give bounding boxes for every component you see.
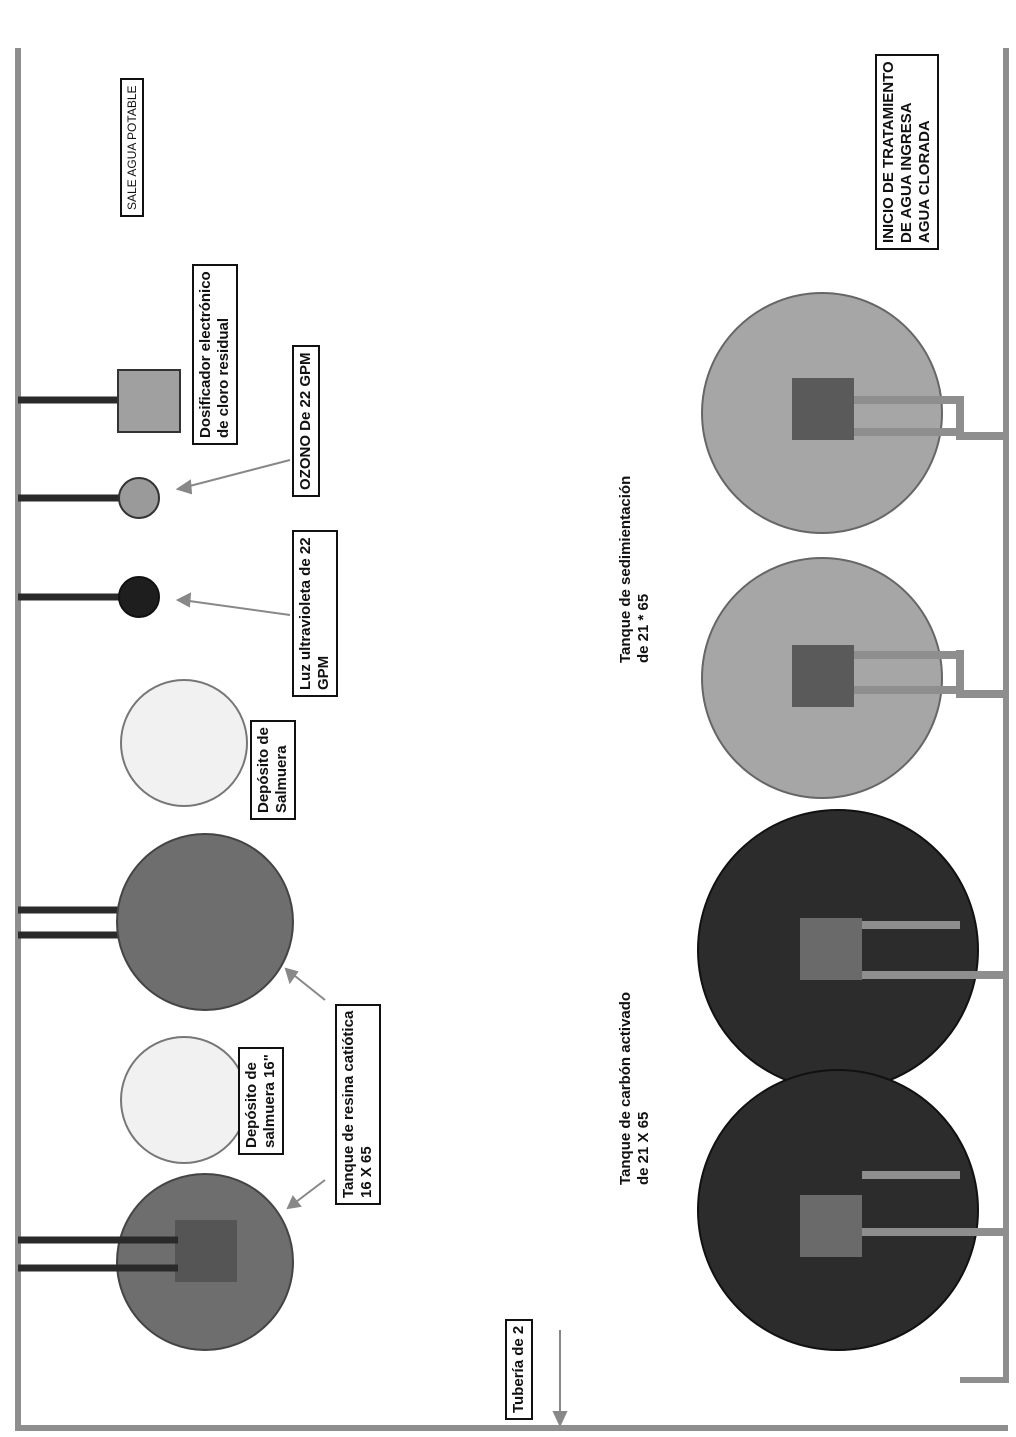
sediment-tank-2-head [792,645,854,707]
label-resina-line1: Tanque de resina catiótica [340,1010,357,1198]
label-ozono-line1: OZONO De 22 GPM [297,352,314,490]
tank-head-pipes [854,396,1006,1236]
right-inlet-pipe [960,48,1009,1383]
label-dosificador-line2: de cloro residual [215,317,232,438]
resin-tank-2-risers [18,1236,178,1272]
label-carbon: Tanque de carbón activado de 21 X 65 [612,985,658,1192]
label-inicio-line1: INICIO DE TRATAMIENTO [880,61,897,243]
label-dosificador: Dosificador electrónico de cloro residua… [192,264,238,445]
pointer-arrows [175,459,568,1428]
label-sale-agua: SALE AGUA POTABLE [120,78,145,217]
uv-unit [118,576,160,618]
label-salmuera-2: Depósito de salmuera 16" [238,1047,284,1155]
brine-tank-1 [120,679,248,807]
label-carbon-line1: Tanque de carbón activado [617,991,634,1185]
label-salmuera-1: Depósito de Salmuera [250,720,296,820]
label-ozono: OZONO De 22 GPM [292,345,320,497]
label-uv-line1: Luz ultravioleta de 22 [297,537,314,690]
label-inicio-tratamiento: INICIO DE TRATAMIENTO DE AGUA INGRESA AG… [875,54,939,250]
label-salmuera2-line1: Depósito de [243,1062,260,1148]
left-main-pipe [15,48,1008,1431]
label-resina-line2: 16 X 65 [358,1146,375,1198]
label-tuberia: Tubería de 2 [505,1318,533,1420]
label-salmuera1-line1: Depósito de [255,727,272,813]
label-sedimentacion-line2: de 21 * 65 [635,593,652,663]
label-sedimentacion-line1: Tanque de sedimientación [617,475,634,663]
brine-tank-2 [120,1036,248,1164]
label-uv-line2: GPM [315,655,332,690]
label-sale-agua-line1: SALE AGUA POTABLE [125,85,139,211]
label-salmuera1-line2: Salmuera [273,745,290,813]
ozone-unit [118,477,160,519]
label-uv: Luz ultravioleta de 22 GPM [292,530,338,697]
label-inicio-line3: AGUA CLORADA [916,120,933,243]
label-carbon-line2: de 21 X 65 [635,1111,652,1185]
label-dosificador-line1: Dosificador electrónico [197,271,214,438]
label-resina: Tanque de resina catiótica 16 X 65 [335,1003,381,1205]
carbon-tank-2-head [800,1195,862,1257]
pipe-network [15,48,1009,1431]
label-salmuera2-line2: salmuera 16" [261,1054,278,1148]
sediment-tank-1-head [792,378,854,440]
label-inicio-line2: DE AGUA INGRESA [898,102,915,243]
label-sedimentacion: Tanque de sedimientación de 21 * 65 [612,469,658,670]
carbon-tank-1-head [800,918,862,980]
resin-tank-1 [116,833,294,1011]
label-tuberia-line1: Tubería de 2 [510,1325,527,1413]
resin-tank-2-head [175,1220,237,1282]
chlorine-doser [117,369,181,433]
